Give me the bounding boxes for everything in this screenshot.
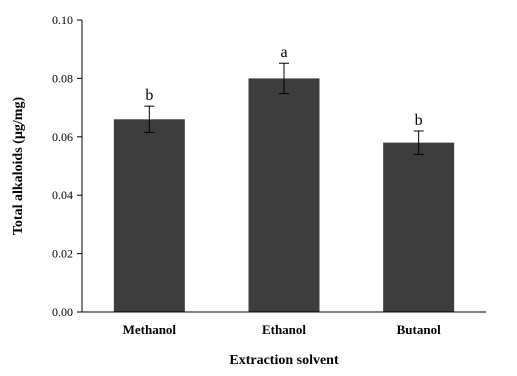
x-tick-label: Ethanol — [262, 322, 306, 337]
bars: b a b — [113, 44, 455, 313]
bar-butanol — [383, 142, 455, 312]
x-tick-label: Methanol — [123, 322, 177, 337]
x-axis-title: Extraction solvent — [229, 353, 339, 368]
x-tick-label: Butanol — [397, 322, 441, 337]
y-axis-ticks: 0.00 0.02 0.04 0.06 0.08 0.10 — [52, 13, 82, 319]
bar-methanol — [113, 119, 185, 312]
y-axis-title: Total alkaloids (µg/mg) — [11, 97, 26, 236]
bar-ethanol — [248, 78, 320, 313]
x-axis-categories: Methanol Ethanol Butanol — [123, 322, 441, 337]
y-tick-label: 0.06 — [52, 130, 73, 144]
significance-label: b — [145, 87, 153, 104]
y-tick-label: 0.00 — [52, 305, 73, 319]
significance-label: a — [280, 44, 287, 61]
y-tick-label: 0.02 — [52, 247, 73, 261]
y-tick-label: 0.10 — [52, 13, 73, 27]
significance-label: b — [415, 112, 423, 129]
y-tick-label: 0.08 — [52, 71, 73, 85]
y-tick-label: 0.04 — [52, 188, 73, 202]
